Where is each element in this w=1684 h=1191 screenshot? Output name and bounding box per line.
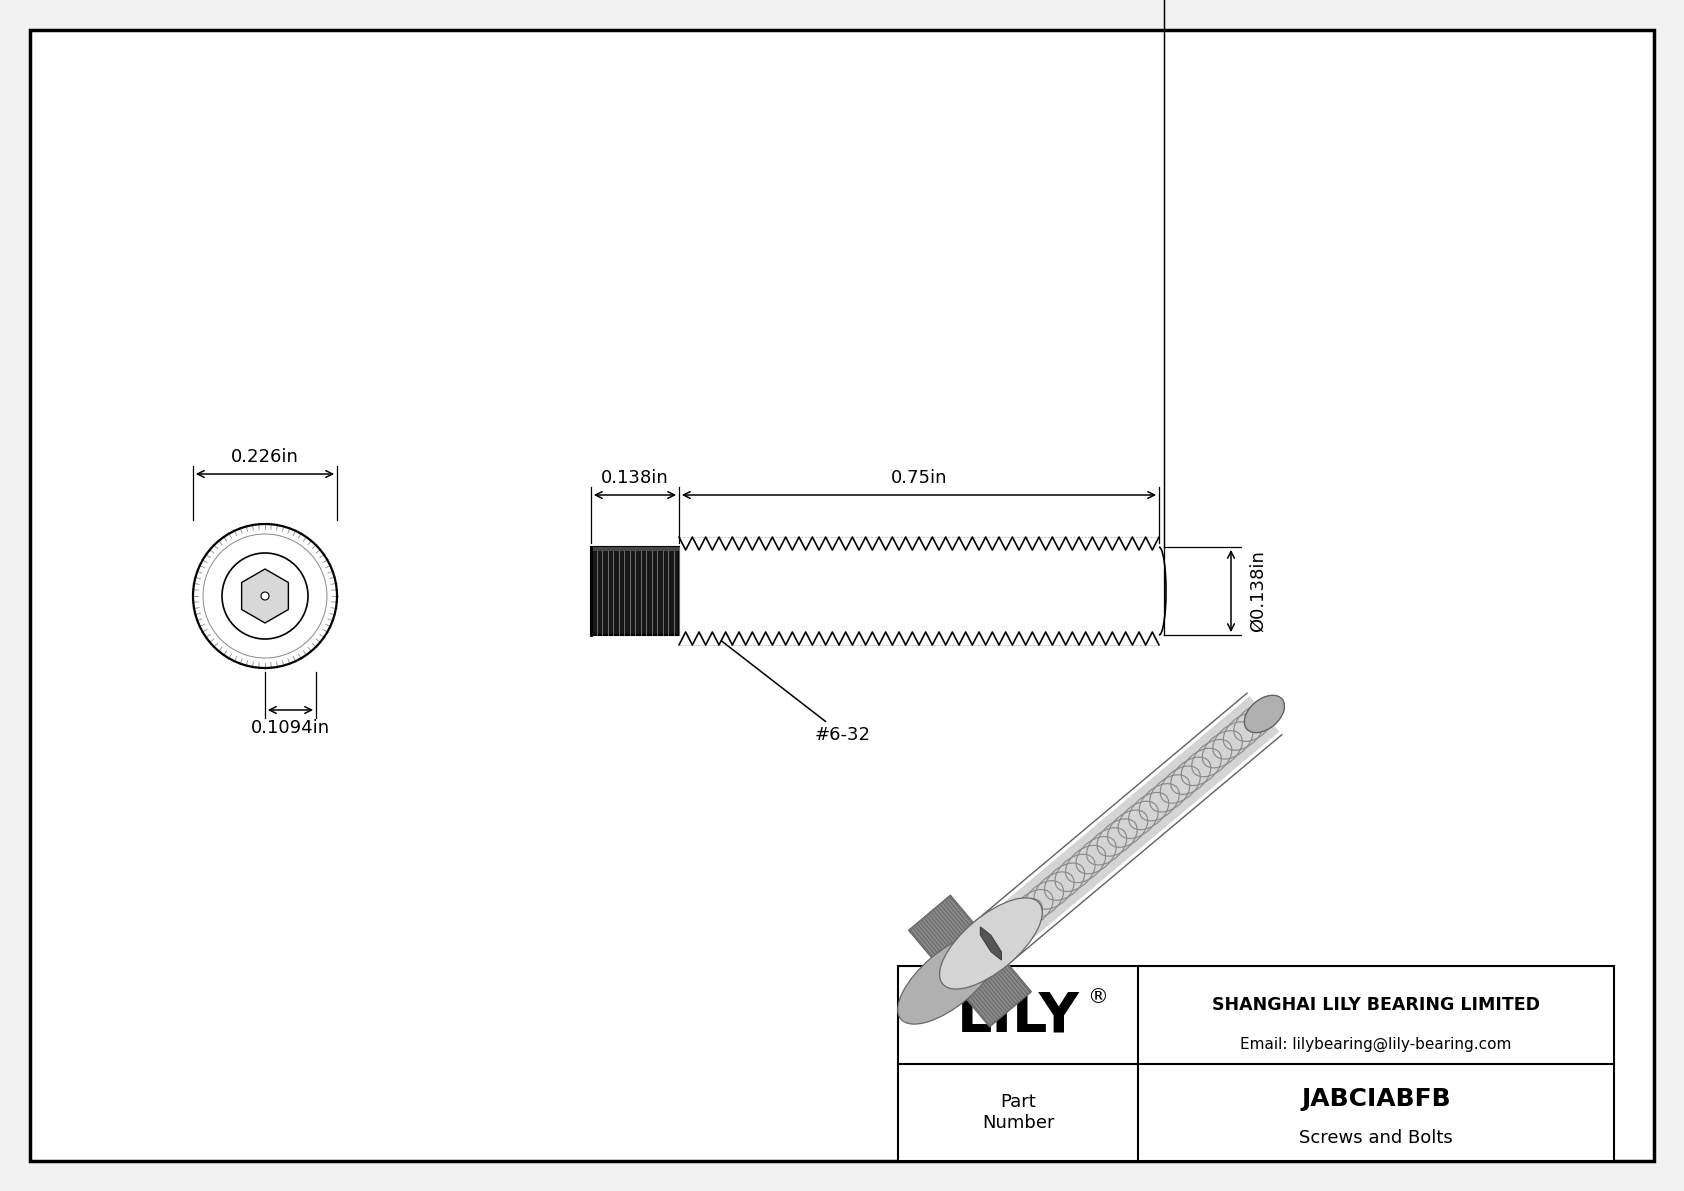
Bar <box>591 547 679 635</box>
Text: Screws and Bolts: Screws and Bolts <box>1298 1129 1453 1147</box>
Polygon shape <box>977 697 1280 961</box>
Text: SHANGHAI LILY BEARING LIMITED: SHANGHAI LILY BEARING LIMITED <box>1212 996 1539 1014</box>
Text: Email: lilybearing@lily-bearing.com: Email: lilybearing@lily-bearing.com <box>1241 1036 1512 1052</box>
Text: JABCIABFB: JABCIABFB <box>1302 1087 1452 1111</box>
Polygon shape <box>241 569 288 623</box>
Text: 0.226in: 0.226in <box>231 448 300 466</box>
Bar <box>679 547 1159 635</box>
Text: 0.1094in: 0.1094in <box>251 719 330 737</box>
Circle shape <box>222 553 308 640</box>
Text: Part
Number: Part Number <box>982 1093 1054 1133</box>
Ellipse shape <box>1244 696 1285 732</box>
Text: Ø0.138in: Ø0.138in <box>1250 550 1266 632</box>
Ellipse shape <box>940 898 1042 989</box>
Ellipse shape <box>898 933 1000 1024</box>
Polygon shape <box>909 896 1031 1027</box>
Polygon shape <box>980 927 1002 960</box>
Text: LILY: LILY <box>957 990 1079 1043</box>
Text: 0.138in: 0.138in <box>601 469 669 487</box>
Text: #6-32: #6-32 <box>721 641 871 744</box>
Text: 0.75in: 0.75in <box>891 469 946 487</box>
Bar <box>591 547 679 551</box>
Text: ®: ® <box>1088 987 1108 1008</box>
Bar <box>898 966 1613 1161</box>
Circle shape <box>261 592 269 600</box>
